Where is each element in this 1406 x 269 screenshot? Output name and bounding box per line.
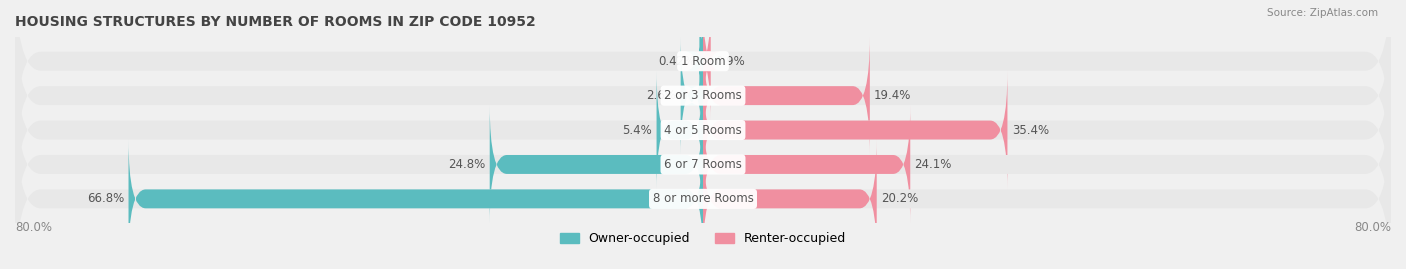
Text: Source: ZipAtlas.com: Source: ZipAtlas.com: [1267, 8, 1378, 18]
Text: 66.8%: 66.8%: [87, 192, 124, 205]
FancyBboxPatch shape: [657, 71, 703, 189]
Text: 80.0%: 80.0%: [15, 221, 52, 234]
Text: 1 Room: 1 Room: [681, 55, 725, 68]
Text: 8 or more Rooms: 8 or more Rooms: [652, 192, 754, 205]
FancyBboxPatch shape: [128, 140, 703, 258]
Text: 35.4%: 35.4%: [1012, 123, 1049, 137]
Text: 2.6%: 2.6%: [647, 89, 676, 102]
Text: 0.9%: 0.9%: [716, 55, 745, 68]
FancyBboxPatch shape: [693, 2, 720, 121]
FancyBboxPatch shape: [686, 2, 717, 121]
Legend: Owner-occupied, Renter-occupied: Owner-occupied, Renter-occupied: [555, 227, 851, 250]
Text: 24.8%: 24.8%: [449, 158, 485, 171]
FancyBboxPatch shape: [15, 2, 1391, 189]
Text: 5.4%: 5.4%: [623, 123, 652, 137]
FancyBboxPatch shape: [15, 71, 1391, 258]
FancyBboxPatch shape: [703, 105, 910, 224]
Text: 6 or 7 Rooms: 6 or 7 Rooms: [664, 158, 742, 171]
FancyBboxPatch shape: [681, 36, 703, 155]
FancyBboxPatch shape: [15, 105, 1391, 269]
Text: 2 or 3 Rooms: 2 or 3 Rooms: [664, 89, 742, 102]
FancyBboxPatch shape: [703, 71, 1008, 189]
Text: 24.1%: 24.1%: [914, 158, 952, 171]
FancyBboxPatch shape: [703, 140, 877, 258]
Text: 4 or 5 Rooms: 4 or 5 Rooms: [664, 123, 742, 137]
Text: 20.2%: 20.2%: [882, 192, 918, 205]
FancyBboxPatch shape: [703, 36, 870, 155]
Text: 19.4%: 19.4%: [875, 89, 911, 102]
Text: 0.42%: 0.42%: [658, 55, 695, 68]
FancyBboxPatch shape: [489, 105, 703, 224]
Text: 80.0%: 80.0%: [1354, 221, 1391, 234]
FancyBboxPatch shape: [15, 36, 1391, 224]
FancyBboxPatch shape: [15, 0, 1391, 155]
Text: HOUSING STRUCTURES BY NUMBER OF ROOMS IN ZIP CODE 10952: HOUSING STRUCTURES BY NUMBER OF ROOMS IN…: [15, 15, 536, 29]
